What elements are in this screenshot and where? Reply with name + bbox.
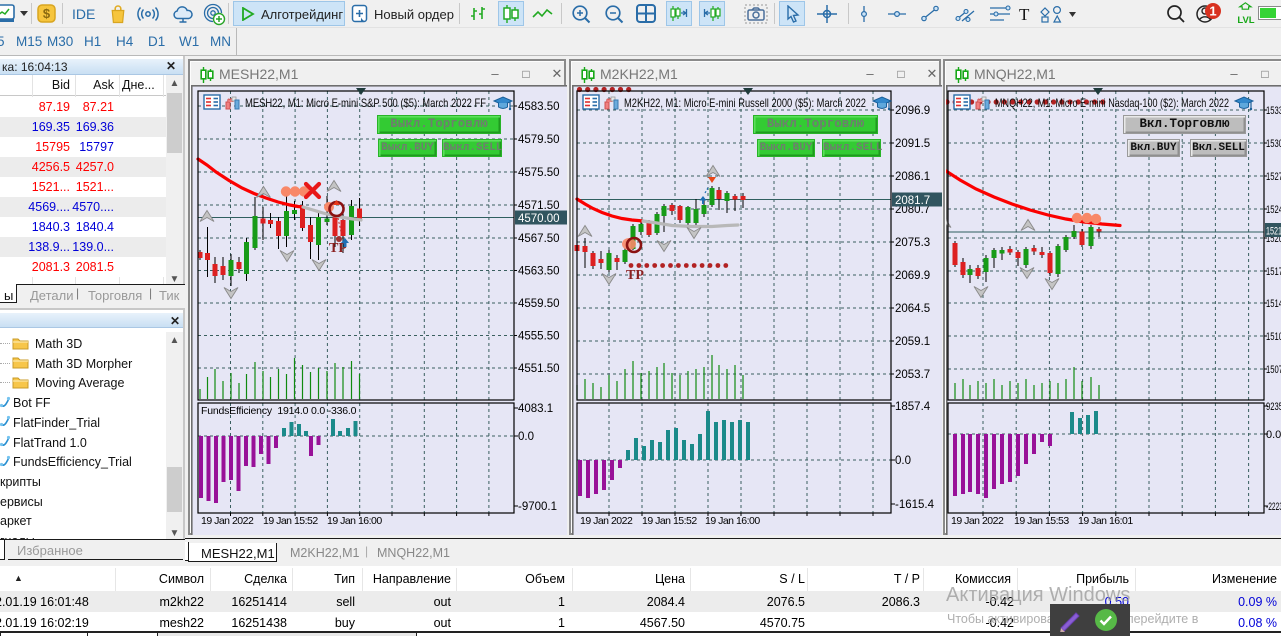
svg-text:2069.9: 2069.9 xyxy=(895,270,930,282)
svg-text:4571.50: 4571.50 xyxy=(518,200,560,212)
svg-text:4563.50: 4563.50 xyxy=(518,266,560,278)
svg-text:MESH22, M1: Micro E-mini S&P 5: MESH22, M1: Micro E-mini S&P 500 ($5): M… xyxy=(245,96,486,110)
svg-text:T: T xyxy=(1019,5,1030,24)
svg-text:19 Jan 16:01: 19 Jan 16:01 xyxy=(1078,515,1133,527)
svg-text:4555.50: 4555.50 xyxy=(518,331,560,343)
svg-text:4575.50: 4575.50 xyxy=(518,167,560,179)
svg-text:19 Jan 16:00: 19 Jan 16:00 xyxy=(705,515,760,527)
svg-text:2091.5: 2091.5 xyxy=(895,138,930,150)
svg-text:2075.3: 2075.3 xyxy=(895,237,930,249)
svg-text:TP: TP xyxy=(626,268,644,283)
svg-text:1517: 1517 xyxy=(1266,266,1281,278)
svg-text:1533: 1533 xyxy=(1266,105,1281,117)
svg-text:2096.9: 2096.9 xyxy=(895,105,930,117)
svg-text:19 Jan 15:52: 19 Jan 15:52 xyxy=(263,515,318,527)
svg-text:LVL: LVL xyxy=(1237,15,1254,26)
svg-text:1524: 1524 xyxy=(1266,204,1281,216)
svg-text:MNQH22, M1: Micro E-mini Nasda: MNQH22, M1: Micro E-mini Nasdaq-100 ($2)… xyxy=(995,96,1229,110)
svg-text:1507: 1507 xyxy=(1266,364,1281,376)
svg-text:19 Jan 2022: 19 Jan 2022 xyxy=(951,515,1004,527)
svg-text:0.0: 0.0 xyxy=(518,431,534,443)
svg-text:4583.50: 4583.50 xyxy=(518,101,560,113)
svg-text:1: 1 xyxy=(1209,4,1216,19)
svg-text:-1615.4: -1615.4 xyxy=(895,499,935,511)
svg-text:1510: 1510 xyxy=(1266,331,1281,343)
svg-text:4551.50: 4551.50 xyxy=(518,363,560,375)
svg-text:19 Jan 15:52: 19 Jan 15:52 xyxy=(642,515,697,527)
svg-text:19 Jan 2022: 19 Jan 2022 xyxy=(580,515,633,527)
svg-text:1514: 1514 xyxy=(1266,298,1281,310)
svg-text:1530: 1530 xyxy=(1266,138,1281,150)
svg-text:19 Jan 16:00: 19 Jan 16:00 xyxy=(327,515,382,527)
svg-text:2081.7: 2081.7 xyxy=(895,195,930,207)
svg-text:4570.00: 4570.00 xyxy=(518,213,560,225)
svg-text:$: $ xyxy=(43,6,51,21)
svg-text:1521: 1521 xyxy=(1266,226,1281,238)
svg-text:2086.1: 2086.1 xyxy=(895,171,930,183)
svg-text:0.0: 0.0 xyxy=(895,455,911,467)
svg-text:4567.50: 4567.50 xyxy=(518,233,560,245)
svg-text:-2223: -2223 xyxy=(1266,501,1281,513)
svg-text:0.0: 0.0 xyxy=(1266,429,1281,441)
svg-text:19 Jan 2022: 19 Jan 2022 xyxy=(201,515,254,527)
svg-text:1527: 1527 xyxy=(1266,171,1281,183)
svg-text:2059.1: 2059.1 xyxy=(895,336,930,348)
svg-text:TP: TP xyxy=(329,241,347,256)
svg-text:4559.50: 4559.50 xyxy=(518,298,560,310)
svg-text:2053.7: 2053.7 xyxy=(895,369,930,381)
svg-text:M2KH22, M1: Micro E-mini Russe: M2KH22, M1: Micro E-mini Russell 2000 ($… xyxy=(624,96,866,110)
svg-text:4579.50: 4579.50 xyxy=(518,134,560,146)
svg-text:-9700.1: -9700.1 xyxy=(518,501,557,513)
svg-text:4083.1: 4083.1 xyxy=(518,403,553,415)
svg-text:2064.5: 2064.5 xyxy=(895,303,930,315)
svg-text:19 Jan 15:53: 19 Jan 15:53 xyxy=(1014,515,1069,527)
svg-text:2080.7: 2080.7 xyxy=(895,204,930,216)
svg-text:1857.4: 1857.4 xyxy=(895,401,931,413)
svg-text:9235: 9235 xyxy=(1266,401,1281,413)
